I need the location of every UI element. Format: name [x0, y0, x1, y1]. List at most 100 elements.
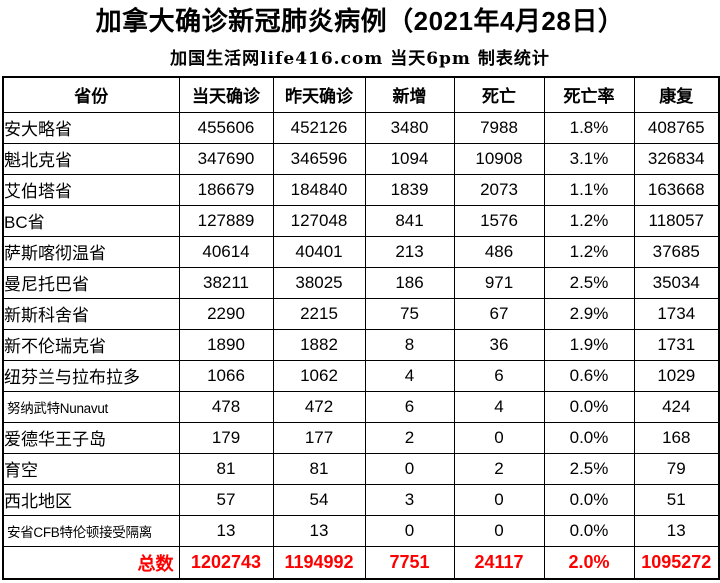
cell-value: 168	[633, 421, 720, 454]
column-header-today-confirmed: 当天确诊	[178, 76, 274, 113]
cell-value: 213	[364, 235, 455, 268]
cell-value: 81	[178, 452, 274, 485]
cell-value: 3	[364, 483, 455, 516]
cell-value: 1.8%	[543, 111, 635, 144]
cell-value: 4	[364, 359, 455, 392]
cell-value: 4	[453, 390, 545, 423]
total-new-cases: 7751	[364, 545, 455, 580]
cell-value: 1094	[364, 142, 455, 175]
cell-value: 347690	[178, 142, 274, 175]
cell-value: 13	[272, 514, 366, 547]
province-name: 萨斯喀彻温省	[2, 235, 180, 268]
cell-value: 1029	[633, 359, 720, 392]
cell-value: 1734	[633, 297, 720, 330]
column-header-yesterday-confirmed: 昨天确诊	[272, 76, 366, 113]
cell-value: 2.9%	[543, 297, 635, 330]
cell-value: 0	[453, 514, 545, 547]
total-yesterday-confirmed: 1194992	[272, 545, 366, 580]
cell-value: 51	[633, 483, 720, 516]
cell-value: 13	[633, 514, 720, 547]
cell-value: 38211	[178, 266, 274, 299]
cell-value: 3.1%	[543, 142, 635, 175]
table-row: 爱德华王子岛 179 177 2 0 0.0% 168	[2, 421, 720, 454]
cell-value: 186679	[178, 173, 274, 206]
cell-value: 346596	[272, 142, 366, 175]
cell-value: 10908	[453, 142, 545, 175]
cell-value: 2073	[453, 173, 545, 206]
cell-value: 1839	[364, 173, 455, 206]
page-title: 加拿大确诊新冠肺炎病例（2021年4月28日）	[95, 6, 625, 36]
total-row: 总数 1202743 1194992 7751 24117 2.0% 10952…	[2, 545, 720, 580]
header-row: 省份 当天确诊 昨天确诊 新增 死亡 死亡率 康复	[2, 76, 720, 113]
cell-value: 177	[272, 421, 366, 454]
cell-value: 1.2%	[543, 235, 635, 268]
province-name: 努纳武特Nunavut	[2, 390, 180, 423]
province-name: 艾伯塔省	[2, 173, 180, 206]
cell-value: 6	[364, 390, 455, 423]
province-name: 安大略省	[2, 111, 180, 144]
cell-value: 841	[364, 204, 455, 237]
cell-value: 127048	[272, 204, 366, 237]
table-row: 萨斯喀彻温省 40614 40401 213 486 1.2% 37685	[2, 235, 720, 268]
cell-value: 0.6%	[543, 359, 635, 392]
cell-value: 971	[453, 266, 545, 299]
cell-value: 1066	[178, 359, 274, 392]
cell-value: 0.0%	[543, 390, 635, 423]
cell-value: 486	[453, 235, 545, 268]
province-name: 曼尼托巴省	[2, 266, 180, 299]
column-header-recovered: 康复	[633, 76, 720, 113]
table-row: 艾伯塔省 186679 184840 1839 2073 1.1% 163668	[2, 173, 720, 206]
column-header-province: 省份	[2, 76, 180, 113]
cell-value: 2	[364, 421, 455, 454]
cell-value: 472	[272, 390, 366, 423]
cell-value: 2	[453, 452, 545, 485]
cell-value: 2290	[178, 297, 274, 330]
total-label: 总数	[2, 545, 180, 580]
column-header-deaths: 死亡	[453, 76, 545, 113]
table-row: 纽芬兰与拉布拉多 1066 1062 4 6 0.6% 1029	[2, 359, 720, 392]
total-recovered: 1095272	[633, 545, 720, 580]
cell-value: 2.5%	[543, 266, 635, 299]
cell-value: 163668	[633, 173, 720, 206]
table-body: 安大略省 455606 452126 3480 7988 1.8% 408765 魁北克省 34…	[2, 111, 720, 547]
table-row: 曼尼托巴省 38211 38025 186 971 2.5% 35034	[2, 266, 720, 299]
cell-value: 40401	[272, 235, 366, 268]
cell-value: 0	[453, 483, 545, 516]
cell-value: 1576	[453, 204, 545, 237]
cell-value: 424	[633, 390, 720, 423]
cell-value: 0	[364, 452, 455, 485]
cell-value: 118057	[633, 204, 720, 237]
table-row: 西北地区 57 54 3 0 0.0% 51	[2, 483, 720, 516]
table-row: 安大略省 455606 452126 3480 7988 1.8% 408765	[2, 111, 720, 144]
cell-value: 67	[453, 297, 545, 330]
table-row: 育空 81 81 0 2 2.5% 79	[2, 452, 720, 485]
province-name: 新斯科舍省	[2, 297, 180, 330]
province-name: 爱德华王子岛	[2, 421, 180, 454]
cell-value: 37685	[633, 235, 720, 268]
cell-value: 0.0%	[543, 483, 635, 516]
cell-value: 1731	[633, 328, 720, 361]
cell-value: 0	[364, 514, 455, 547]
cell-value: 38025	[272, 266, 366, 299]
cell-value: 0	[453, 421, 545, 454]
table-row: 安省CFB特伦顿接受隔离 13 13 0 0 0.0% 13	[2, 514, 720, 547]
cell-value: 35034	[633, 266, 720, 299]
cell-value: 1062	[272, 359, 366, 392]
total-deaths: 24117	[453, 545, 545, 580]
cell-value: 8	[364, 328, 455, 361]
cell-value: 186	[364, 266, 455, 299]
cell-value: 6	[453, 359, 545, 392]
total-death-rate: 2.0%	[543, 545, 635, 580]
cell-value: 2.5%	[543, 452, 635, 485]
cell-value: 2215	[272, 297, 366, 330]
province-name: 安省CFB特伦顿接受隔离	[2, 514, 180, 547]
cell-value: 1882	[272, 328, 366, 361]
table-row: 魁北克省 347690 346596 1094 10908 3.1% 326834	[2, 142, 720, 175]
table-footer: 总数 1202743 1194992 7751 24117 2.0% 10952…	[2, 545, 720, 580]
province-name: 魁北克省	[2, 142, 180, 175]
column-header-new-cases: 新增	[364, 76, 455, 113]
cell-value: 54	[272, 483, 366, 516]
cell-value: 478	[178, 390, 274, 423]
table-row: 新不伦瑞克省 1890 1882 8 36 1.9% 1731	[2, 328, 720, 361]
province-name: 西北地区	[2, 483, 180, 516]
